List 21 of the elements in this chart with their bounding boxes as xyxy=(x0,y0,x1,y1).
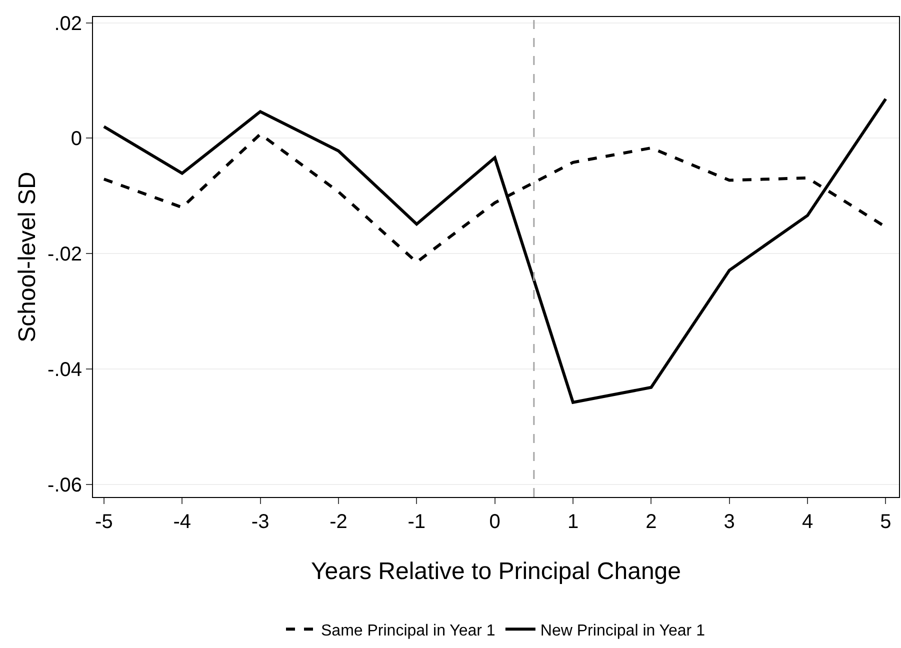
x-tick-label: 5 xyxy=(880,511,892,533)
x-tick-label: 1 xyxy=(567,511,579,533)
y-tick-label: -.06 xyxy=(48,474,82,496)
x-tick-label: -2 xyxy=(330,511,348,533)
legend-label: New Principal in Year 1 xyxy=(540,622,706,640)
y-axis-title: School-level SD xyxy=(14,172,41,342)
x-tick-label: 2 xyxy=(646,511,657,533)
line-series xyxy=(102,97,888,404)
x-tick-label: -5 xyxy=(95,511,113,533)
y-tick-label: -.02 xyxy=(48,244,82,266)
y-tick-label: .02 xyxy=(54,12,82,35)
y-tick-label: -.04 xyxy=(48,358,82,381)
x-tick-label: -3 xyxy=(251,511,270,533)
x-tick-label: 0 xyxy=(489,511,500,533)
x-tick-label: -1 xyxy=(408,511,426,533)
y-tick-label: 0 xyxy=(70,128,82,150)
legend-label: Same Principal in Year 1 xyxy=(321,622,496,640)
x-axis-title: Years Relative to Principal Change xyxy=(311,558,681,585)
x-tick-label: 3 xyxy=(724,511,735,533)
x-tick-label: 4 xyxy=(802,511,814,533)
x-tick-label: -4 xyxy=(173,511,192,533)
